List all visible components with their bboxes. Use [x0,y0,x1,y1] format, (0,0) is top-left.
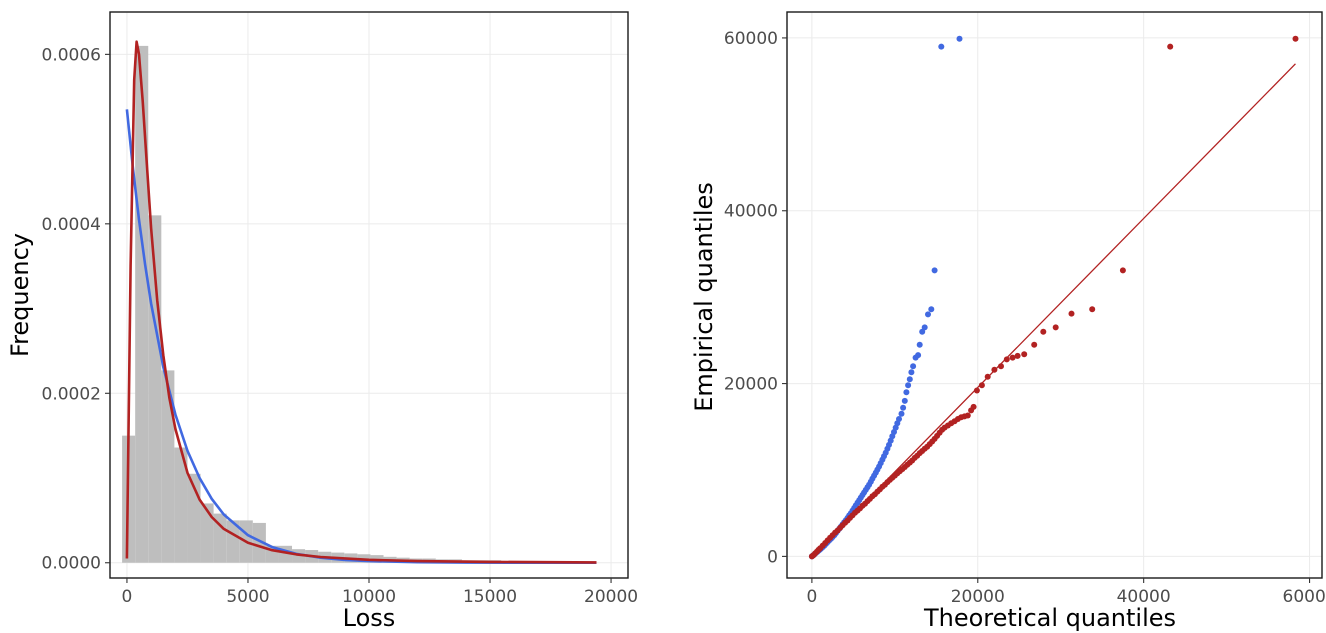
right-x-tick-label: 0 [806,587,817,607]
red-qq-point [991,366,998,373]
blue-qq-point [938,43,945,50]
left-y-tick-label: 0.0004 [42,215,101,235]
red-qq-point [978,382,985,389]
red-qq-point [1167,43,1174,50]
right-y-axis-title: Empirical quantiles [690,182,718,412]
histogram-bar [174,447,188,563]
blue-qq-point [903,389,910,396]
density-curves [125,40,597,565]
blue-qq-point [908,369,915,376]
right-x-tick-label: 20000 [951,587,1005,607]
blue-qq-point [900,404,907,411]
blue-qq-point [910,363,917,370]
red-qq-point [1040,328,1047,335]
blue-qq-point [931,267,938,274]
red-qq-point [964,412,971,419]
left-x-axis-title: Loss [343,604,396,632]
histogram-bar [161,370,175,563]
right-x-axis-title: Theoretical quantiles [923,604,1176,632]
right-x-axis-ticks: 0 20000 40000 60000 [806,578,1326,607]
histogram-bar [252,522,266,563]
histogram-bar [135,45,149,563]
red-qq-point [1014,352,1021,359]
left-x-tick-label: 0 [122,587,133,607]
red-qq-point [1119,267,1126,274]
blue-qq-point [906,376,913,383]
blue-qq-point [956,35,963,42]
blue-qq-point [921,324,928,331]
red-qq-point [1021,351,1028,358]
right-panel-border [786,11,1323,579]
blue-qq-point [915,352,922,359]
left-y-tick-label: 0.0002 [42,384,101,404]
red-qq-point [1089,306,1096,313]
qq-points [808,35,1299,560]
red-qq-point [998,363,1004,370]
left-x-tick-label: 20000 [584,587,638,607]
red-density-curve [125,40,597,564]
blue-qq-point [905,382,912,389]
blue-qq-point [898,410,905,417]
right-y-tick-label: 40000 [724,202,778,222]
blue-qq-point [901,397,908,404]
red-qq-point [1009,354,1016,361]
right-y-tick-label: 0 [767,547,778,567]
right-x-tick-label: 60000 [1283,587,1326,607]
left-y-axis-ticks: 0.0000 0.0002 0.0004 0.0006 [42,45,110,574]
histogram-density-panel: 0 5000 10000 15000 20000 0.00000.00020.00040… [6,11,638,632]
right-y-tick-label: 60000 [724,29,778,49]
left-x-tick-label: 10000 [342,587,396,607]
red-qq-point [973,387,980,394]
left-x-tick-label: 15000 [463,587,517,607]
red-qq-point [1068,310,1075,317]
left-y-tick-label: 0.0006 [42,45,101,65]
blue-qq-point [925,311,931,318]
right-x-tick-label: 40000 [1117,587,1171,607]
red-qq-point [984,373,991,380]
histogram-bar [200,503,214,563]
left-y-tick-label: 0.0000 [42,554,101,574]
red-qq-point [970,403,977,410]
left-y-axis-title: Frequency [6,233,34,357]
qq-plot-panel: 0 20000 40000 60000 0 20000 40000 60000 Theore… [690,11,1326,632]
histogram-bar [213,513,227,563]
right-gridlines [787,12,1322,578]
right-y-axis-ticks: 0 20000 40000 60000 [724,29,787,567]
left-x-axis-ticks: 0 5000 10000 15000 20000 [122,578,638,607]
blue-qq-point [896,416,902,422]
red-qq-point [1003,356,1010,363]
blue-qq-point [916,341,923,348]
red-qq-point [1052,324,1059,331]
red-qq-point [1292,35,1299,42]
right-y-tick-label: 20000 [724,375,778,395]
blue-qq-point [928,306,935,313]
red-qq-point [1031,341,1038,348]
left-x-tick-label: 5000 [226,587,269,607]
